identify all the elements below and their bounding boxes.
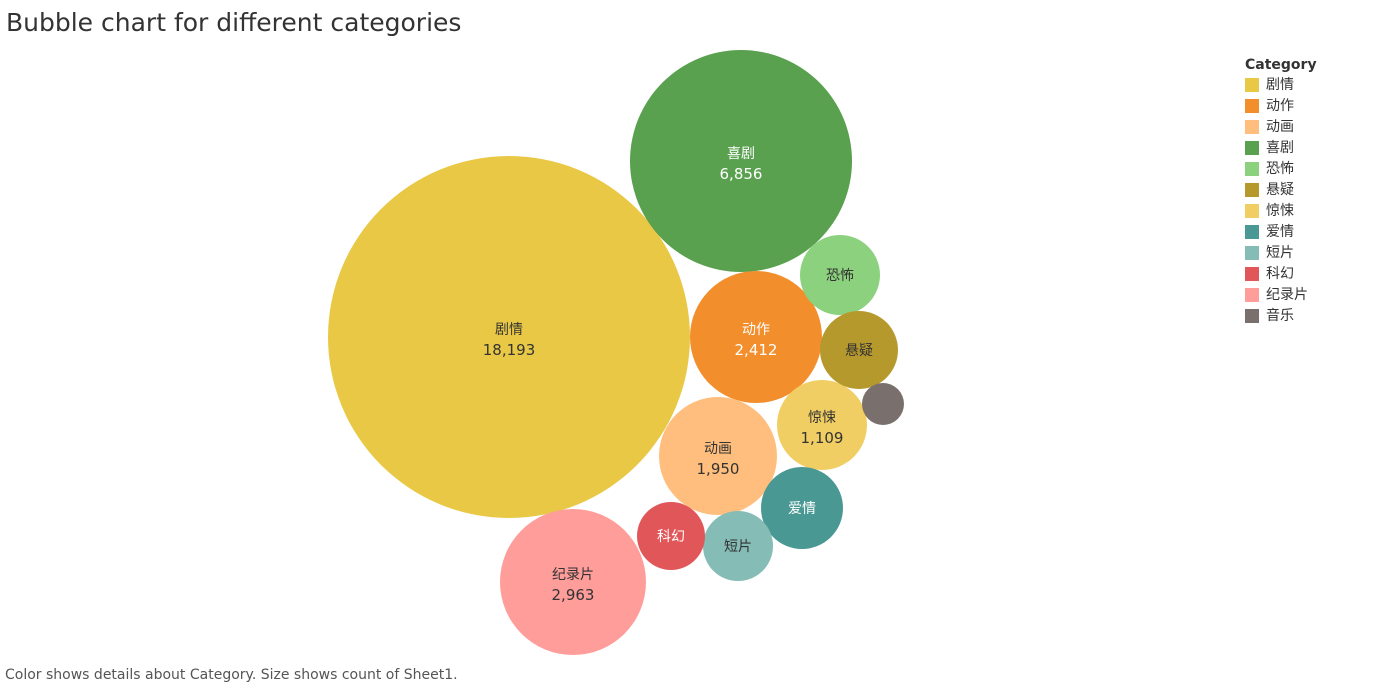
legend-item[interactable]: 动画 bbox=[1245, 116, 1317, 137]
bubble-category-label: 剧情 bbox=[495, 322, 523, 338]
bubble-value-label: 2,963 bbox=[552, 586, 595, 604]
chart-caption: Color shows details about Category. Size… bbox=[5, 667, 458, 683]
legend-label: 纪录片 bbox=[1266, 286, 1308, 303]
bubble-value-label: 18,193 bbox=[483, 341, 536, 359]
legend-item[interactable]: 科幻 bbox=[1245, 263, 1317, 284]
bubble-category-label: 悬疑 bbox=[845, 343, 873, 359]
bubble[interactable]: 纪录片 2,963 bbox=[500, 509, 646, 655]
bubble-circle[interactable] bbox=[761, 467, 843, 549]
legend-swatch bbox=[1245, 140, 1259, 155]
bubble-category-label: 动作 bbox=[742, 322, 770, 338]
legend-label: 科幻 bbox=[1266, 265, 1294, 282]
legend-label: 动画 bbox=[1266, 118, 1294, 135]
legend-item[interactable]: 爱情 bbox=[1245, 221, 1317, 242]
bubble-chart: 剧情 18,193 喜剧 6,856 纪录片 2,963 动作 2,412 动画 1,950 惊悚 1… bbox=[328, 50, 904, 655]
chart-title: Bubble chart for different categories bbox=[6, 8, 462, 37]
legend-item[interactable]: 惊悚 bbox=[1245, 200, 1317, 221]
legend-item[interactable]: 剧情 bbox=[1245, 74, 1317, 95]
legend-label: 短片 bbox=[1266, 244, 1294, 261]
bubble-category-label: 惊悚 bbox=[808, 410, 836, 426]
bubble-circle[interactable] bbox=[630, 50, 852, 272]
bubble-circle[interactable] bbox=[862, 383, 904, 425]
bubble[interactable]: 剧情 18,193 bbox=[328, 156, 690, 518]
legend-swatch bbox=[1245, 245, 1259, 260]
legend-item[interactable]: 恐怖 bbox=[1245, 158, 1317, 179]
bubble[interactable]: 动作 2,412 bbox=[690, 271, 822, 403]
bubble[interactable]: 悬疑 bbox=[820, 311, 898, 389]
bubble-circle[interactable] bbox=[690, 271, 822, 403]
bubble-circle[interactable] bbox=[500, 509, 646, 655]
legend-item[interactable]: 纪录片 bbox=[1245, 284, 1317, 305]
legend-label: 悬疑 bbox=[1266, 181, 1294, 198]
bubble-category-label: 爱情 bbox=[788, 501, 816, 517]
bubble[interactable] bbox=[862, 383, 904, 425]
bubble[interactable]: 喜剧 6,856 bbox=[630, 50, 852, 272]
legend-title: Category bbox=[1245, 57, 1317, 73]
legend-label: 音乐 bbox=[1266, 307, 1294, 324]
bubble-value-label: 6,856 bbox=[720, 165, 763, 183]
bubble[interactable]: 爱情 bbox=[761, 467, 843, 549]
legend-swatch bbox=[1245, 161, 1259, 176]
legend-item[interactable]: 短片 bbox=[1245, 242, 1317, 263]
legend-item[interactable]: 喜剧 bbox=[1245, 137, 1317, 158]
bubble[interactable]: 短片 bbox=[703, 511, 773, 581]
legend-swatch bbox=[1245, 224, 1259, 239]
legend-swatch bbox=[1245, 77, 1259, 92]
bubble-category-label: 短片 bbox=[724, 539, 752, 555]
legend-swatch bbox=[1245, 287, 1259, 302]
bubble-category-label: 恐怖 bbox=[826, 267, 854, 284]
legend-label: 恐怖 bbox=[1266, 160, 1294, 177]
legend-label: 剧情 bbox=[1266, 76, 1294, 93]
bubble-circle[interactable] bbox=[328, 156, 690, 518]
legend-label: 爱情 bbox=[1266, 223, 1294, 240]
bubble-value-label: 1,109 bbox=[801, 429, 844, 447]
bubble-category-label: 喜剧 bbox=[727, 146, 755, 162]
bubble-category-label: 科幻 bbox=[657, 529, 685, 545]
bubble-circle[interactable] bbox=[800, 235, 880, 315]
legend-swatch bbox=[1245, 308, 1259, 323]
bubble-circle[interactable] bbox=[703, 511, 773, 581]
legend-swatch bbox=[1245, 203, 1259, 218]
bubble[interactable]: 惊悚 1,109 bbox=[777, 380, 867, 470]
legend-item[interactable]: 悬疑 bbox=[1245, 179, 1317, 200]
legend-swatch bbox=[1245, 266, 1259, 281]
legend-swatch bbox=[1245, 119, 1259, 134]
bubble-circle[interactable] bbox=[777, 380, 867, 470]
legend-items: 剧情动作动画喜剧恐怖悬疑惊悚爱情短片科幻纪录片音乐 bbox=[1245, 74, 1317, 326]
bubble-circle[interactable] bbox=[659, 397, 777, 515]
bubble-category-label: 纪录片 bbox=[552, 567, 594, 583]
legend-label: 惊悚 bbox=[1266, 202, 1294, 219]
legend-swatch bbox=[1245, 98, 1259, 113]
bubble[interactable]: 动画 1,950 bbox=[659, 397, 777, 515]
bubble[interactable]: 恐怖 bbox=[800, 235, 880, 315]
bubble-circle[interactable] bbox=[637, 502, 705, 570]
legend: Category 剧情动作动画喜剧恐怖悬疑惊悚爱情短片科幻纪录片音乐 bbox=[1245, 56, 1317, 326]
bubble[interactable]: 科幻 bbox=[637, 502, 705, 570]
bubble-category-label: 动画 bbox=[704, 441, 732, 457]
bubble-circle[interactable] bbox=[820, 311, 898, 389]
legend-item[interactable]: 动作 bbox=[1245, 95, 1317, 116]
legend-label: 动作 bbox=[1266, 97, 1294, 114]
legend-item[interactable]: 音乐 bbox=[1245, 305, 1317, 326]
legend-label: 喜剧 bbox=[1266, 139, 1294, 156]
legend-swatch bbox=[1245, 182, 1259, 197]
bubble-value-label: 1,950 bbox=[697, 460, 740, 478]
bubble-value-label: 2,412 bbox=[735, 341, 778, 359]
